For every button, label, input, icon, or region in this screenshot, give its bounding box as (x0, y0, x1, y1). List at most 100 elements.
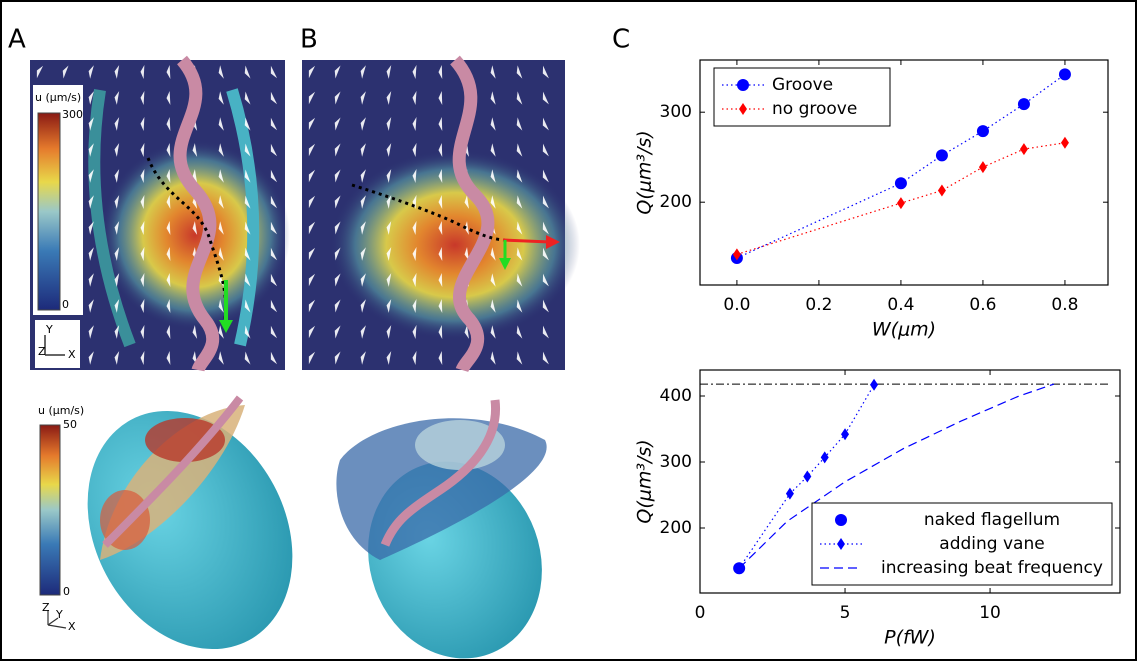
flow-arrow (490, 299, 496, 313)
x-tick-label: 0.8 (1051, 295, 1078, 315)
legend-marker (737, 79, 749, 91)
flagellum (380, 399, 501, 547)
flow-arrow (386, 91, 392, 105)
flow-arrow (438, 351, 443, 365)
flow-arrow (516, 117, 523, 131)
axis-letter: Y (45, 323, 53, 336)
flow-arrow (166, 195, 171, 209)
flow-arrow (166, 351, 171, 365)
flow-arrow (88, 169, 94, 183)
panel-label: A (8, 25, 26, 55)
flow-arrow (166, 65, 171, 79)
x-tick-label: 0.0 (723, 295, 750, 315)
flow-arrow (244, 65, 251, 79)
velocity-arrow (546, 235, 560, 249)
x-tick-label: 10 (979, 603, 1001, 623)
flow-arrow (270, 91, 278, 105)
flow-arrow (114, 299, 120, 313)
flow-arrow (334, 299, 341, 313)
flow-arrow (334, 273, 341, 287)
legend-marker (739, 103, 747, 115)
flow-arrow (166, 299, 171, 313)
plot-area (699, 369, 1121, 594)
flow-arrow (334, 117, 341, 131)
flow-arrow (218, 351, 224, 365)
flow-arrow (140, 195, 145, 209)
flow-arrow (490, 325, 496, 339)
flow-arrow (140, 273, 145, 287)
flow-arrow (270, 247, 278, 261)
flow-arrow (334, 91, 341, 105)
flow-arrow (438, 143, 443, 157)
flow-arrow (334, 247, 341, 261)
flow-arrow (140, 299, 145, 313)
colorbar-max: 300 (62, 108, 83, 121)
flow-arrow (270, 117, 278, 131)
flow-arrow (490, 91, 496, 105)
flow-arrow (244, 325, 251, 339)
panel-label: C (612, 25, 630, 55)
flow-arrow (140, 169, 145, 183)
flow-arrow (516, 221, 523, 235)
flow-arrow (270, 169, 278, 183)
flow-arrow (334, 195, 341, 209)
flow-arrow (542, 247, 549, 261)
flagellum (102, 395, 244, 548)
point (1019, 143, 1028, 156)
flow-arrow (140, 247, 145, 261)
flow-arrow (490, 195, 496, 209)
flow-arrow (192, 325, 198, 339)
legend-label: naked flagellum (924, 510, 1060, 530)
flow-arrow (412, 351, 417, 365)
x-tick-label: 0.4 (887, 295, 914, 315)
flow-arrow (114, 351, 120, 365)
flow-arrow (88, 195, 94, 209)
flow-arrow (140, 91, 145, 105)
flow-arrow (88, 143, 94, 157)
y-tick-label: 200 (660, 518, 692, 538)
flow-arrow (386, 273, 392, 287)
axis-letter: Z (38, 345, 46, 358)
legend-marker (837, 538, 845, 550)
colorbar-max: 50 (63, 418, 77, 431)
flow-arrow (542, 91, 549, 105)
y-axis-label: Q(μm³/s) (634, 439, 656, 523)
charts: 0.0 0.2 0.4 0.6 0.8 200 300 W(μm) Q(μm³/s) Groove… (634, 59, 1121, 649)
flow-arrow (490, 351, 496, 365)
heat-region (100, 140, 290, 330)
cell-body (87, 410, 293, 650)
flow-arrow (516, 325, 523, 339)
flow-arrow (542, 351, 549, 365)
flow-arrow (166, 247, 171, 261)
flow-arrow (334, 351, 341, 365)
flow-arrow (88, 221, 94, 235)
flow-arrow (308, 247, 316, 261)
flow-arrow (542, 299, 549, 313)
flow-arrow (308, 169, 316, 183)
flow-arrow (88, 117, 94, 131)
point (841, 428, 850, 441)
point (896, 197, 905, 210)
flow-arrow (308, 351, 316, 365)
flow-arrow (88, 91, 94, 105)
flow-arrow (218, 247, 224, 261)
flow-arrow (88, 65, 94, 79)
flow-arrow (542, 169, 549, 183)
flow-arrow (386, 65, 392, 79)
flow-arrow (218, 169, 224, 183)
flow-arrow (412, 143, 417, 157)
point (803, 470, 812, 483)
flow-arrow (490, 117, 496, 131)
flow-arrow (114, 195, 120, 209)
flow-arrow (140, 65, 145, 79)
flow-arrow (360, 91, 366, 105)
flow-arrow (166, 273, 171, 287)
panel-label: B (300, 25, 318, 55)
flow-arrow (542, 117, 549, 131)
flow-arrow (412, 117, 417, 131)
flow-arrow (360, 273, 366, 287)
legend-label: adding vane (939, 534, 1044, 554)
flow-arrow (516, 143, 523, 157)
flow-arrow (140, 221, 145, 235)
colorbar-title: u (µm/s) (35, 91, 81, 104)
